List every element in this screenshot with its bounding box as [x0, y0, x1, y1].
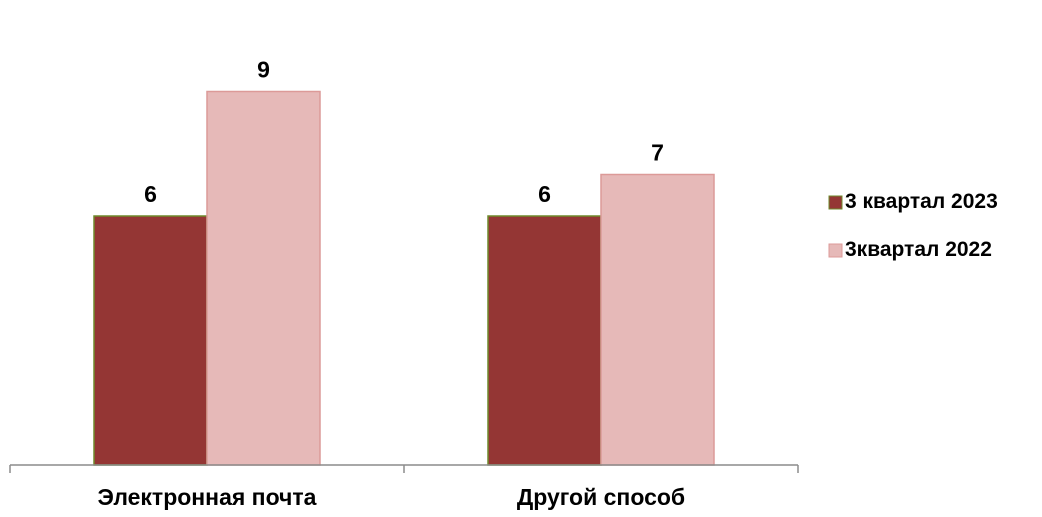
- legend-label: 3 квартал 2023: [845, 190, 998, 213]
- data-label: 7: [651, 140, 664, 166]
- legend: 3 квартал 2023 3квартал 2022: [828, 190, 998, 261]
- bar-1-series-1: [93, 215, 208, 466]
- legend-label: 3квартал 2022: [845, 238, 992, 261]
- x-tick-label: Электронная почта: [98, 484, 317, 510]
- bar-2-series-1: [487, 215, 602, 466]
- data-labels-layer: 6 9 6 7: [144, 57, 664, 208]
- data-label: 9: [257, 57, 270, 83]
- data-label: 6: [144, 181, 157, 207]
- data-label: 6: [538, 181, 551, 207]
- legend-swatch: [828, 243, 843, 258]
- legend-swatch: [828, 195, 843, 210]
- bars-layer: [93, 90, 715, 466]
- x-tick-label: Другой способ: [517, 484, 685, 510]
- x-axis: Электронная почта Другой способ: [9, 464, 799, 510]
- bar-2-series-2: [600, 173, 715, 466]
- bar-1-series-2: [206, 90, 321, 466]
